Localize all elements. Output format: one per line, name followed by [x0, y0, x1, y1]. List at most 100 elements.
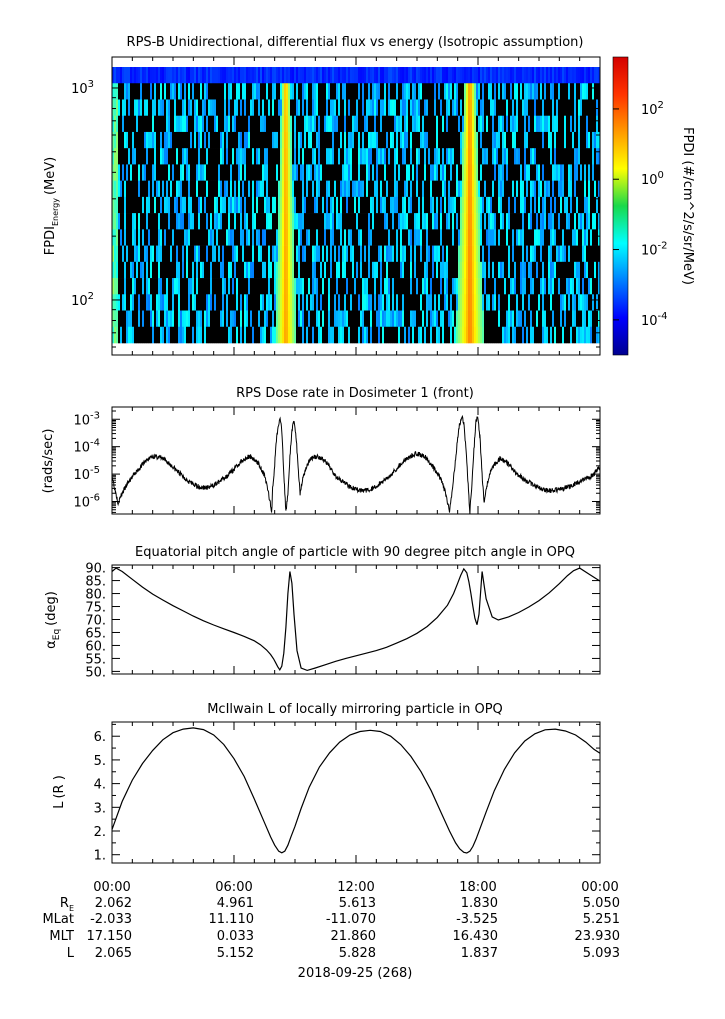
- heatmap-cell: [218, 326, 221, 344]
- heatmap-cell: [344, 67, 347, 84]
- heatmap-cell: [154, 294, 157, 311]
- heatmap-cell: [450, 196, 453, 214]
- heatmap-cell: [294, 229, 297, 246]
- heatmap-cell: [240, 294, 243, 311]
- heatmap-cell: [336, 278, 339, 295]
- heatmap-cell: [178, 164, 181, 181]
- heatmap-cell: [264, 294, 267, 311]
- heatmap-cell: [336, 83, 339, 100]
- heatmap-cell: [250, 261, 253, 279]
- heatmap-cell: [304, 245, 307, 263]
- heatmap-cell: [254, 294, 257, 311]
- heatmap-cell: [532, 245, 535, 263]
- heatmap-cell: [400, 245, 403, 263]
- heatmap-cell: [126, 245, 129, 263]
- heatmap-cell: [148, 310, 151, 328]
- heatmap-cell: [112, 83, 115, 100]
- heatmap-cell: [284, 229, 287, 246]
- heatmap-cell: [496, 245, 499, 263]
- heatmap-cell: [228, 83, 231, 100]
- heatmap-cell: [192, 326, 195, 344]
- heatmap-cell: [528, 196, 531, 214]
- heatmap-cell: [200, 196, 203, 214]
- heatmap-cell: [228, 67, 231, 84]
- heatmap-cell: [490, 148, 493, 165]
- heatmap-cell: [260, 278, 263, 295]
- heatmap-cell: [118, 261, 121, 279]
- heatmap-cell: [414, 245, 417, 263]
- heatmap-cell: [426, 180, 429, 198]
- heatmap-cell: [136, 229, 139, 246]
- heatmap-cell: [528, 278, 531, 295]
- heatmap-cell: [488, 196, 491, 214]
- heatmap-cell: [478, 245, 481, 263]
- heatmap-cell: [568, 278, 571, 295]
- heatmap-cell: [452, 261, 455, 279]
- heatmap-cell: [184, 164, 187, 181]
- heatmap-cell: [596, 115, 599, 133]
- heatmap-cell: [324, 310, 327, 328]
- heatmap-cell: [190, 115, 193, 133]
- heatmap-cell: [520, 245, 523, 263]
- heatmap-cell: [418, 213, 421, 230]
- heatmap-cell: [112, 278, 115, 295]
- heatmap-cell: [224, 196, 227, 214]
- heatmap-cell: [430, 164, 433, 181]
- heatmap-cell: [260, 131, 263, 149]
- heatmap-cell: [278, 213, 281, 230]
- heatmap-cell: [362, 278, 365, 295]
- heatmap-cell: [282, 229, 285, 246]
- heatmap-cell: [284, 99, 287, 117]
- heatmap-cell: [284, 83, 287, 100]
- heatmap-cell: [568, 180, 571, 198]
- heatmap-cell: [352, 67, 355, 84]
- heatmap-cell: [186, 294, 189, 311]
- heatmap-cell: [370, 229, 373, 246]
- heatmap-cell: [378, 148, 381, 165]
- heatmap-cell: [420, 310, 423, 328]
- heatmap-cell: [388, 294, 391, 311]
- heatmap-cell: [514, 229, 517, 246]
- heatmap-cell: [198, 310, 201, 328]
- heatmap-cell: [230, 83, 233, 100]
- heatmap-cell: [306, 131, 309, 149]
- heatmap-cell: [380, 115, 383, 133]
- heatmap-cell: [306, 83, 309, 100]
- heatmap-cell: [570, 229, 573, 246]
- heatmap-cell: [530, 148, 533, 165]
- heatmap-cell: [244, 131, 247, 149]
- heatmap-cell: [146, 180, 149, 198]
- heatmap-cell: [524, 148, 527, 165]
- heatmap-cell: [390, 229, 393, 246]
- heatmap-cell: [498, 115, 501, 133]
- heatmap-cell: [202, 115, 205, 133]
- heatmap-cell: [556, 310, 559, 328]
- heatmap-cell: [292, 261, 295, 279]
- heatmap-cell: [220, 229, 223, 246]
- heatmap-cell: [564, 131, 567, 149]
- heatmap-cell: [274, 229, 277, 246]
- heatmap-cell: [540, 164, 543, 181]
- heatmap-cell: [460, 164, 463, 181]
- heatmap-cell: [532, 99, 535, 117]
- heatmap-cell: [248, 229, 251, 246]
- heatmap-cell: [528, 294, 531, 311]
- heatmap-cell: [112, 213, 115, 230]
- heatmap-cell: [442, 196, 445, 214]
- heatmap-cell: [356, 115, 359, 133]
- heatmap-cell: [522, 99, 525, 117]
- heatmap-cell: [168, 131, 171, 149]
- heatmap-cell: [468, 180, 471, 198]
- heatmap-cell: [360, 67, 363, 84]
- heatmap-cell: [574, 131, 577, 149]
- heatmap-cell: [458, 148, 461, 165]
- heatmap-cell: [120, 326, 123, 344]
- heatmap-cell: [326, 326, 329, 344]
- heatmap-cell: [588, 229, 591, 246]
- heatmap-cell: [412, 99, 415, 117]
- heatmap-cell: [342, 326, 345, 344]
- heatmap-cell: [312, 261, 315, 279]
- heatmap-cell: [114, 261, 117, 279]
- heatmap-cell: [478, 196, 481, 214]
- heatmap-cell: [428, 67, 431, 84]
